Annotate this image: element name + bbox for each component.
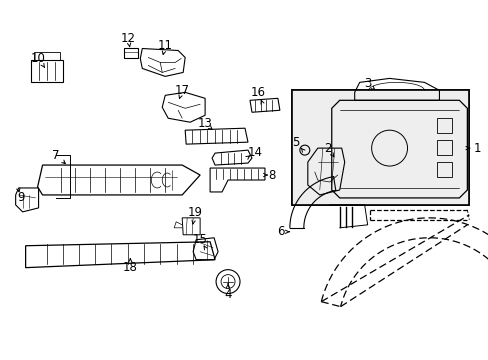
Bar — [437, 140, 451, 155]
Text: 6: 6 — [277, 225, 284, 238]
Bar — [291, 90, 468, 205]
Text: 17: 17 — [174, 84, 189, 97]
Text: 9: 9 — [17, 192, 24, 204]
Text: 19: 19 — [187, 206, 202, 219]
Bar — [437, 162, 451, 177]
Text: 5: 5 — [291, 136, 299, 149]
Text: 18: 18 — [122, 261, 138, 274]
Text: 1: 1 — [472, 141, 480, 155]
Text: 11: 11 — [158, 39, 172, 52]
Text: 15: 15 — [192, 233, 207, 246]
Text: 12: 12 — [121, 32, 136, 45]
Text: 4: 4 — [224, 288, 231, 301]
Text: 2: 2 — [324, 141, 331, 155]
Text: 8: 8 — [268, 168, 275, 181]
Text: 3: 3 — [363, 77, 370, 90]
Bar — [437, 118, 451, 133]
Text: 10: 10 — [31, 52, 46, 65]
Text: 7: 7 — [52, 149, 59, 162]
Bar — [291, 90, 468, 205]
Text: 13: 13 — [197, 117, 212, 130]
Text: 14: 14 — [247, 145, 262, 159]
Text: 16: 16 — [250, 86, 265, 99]
